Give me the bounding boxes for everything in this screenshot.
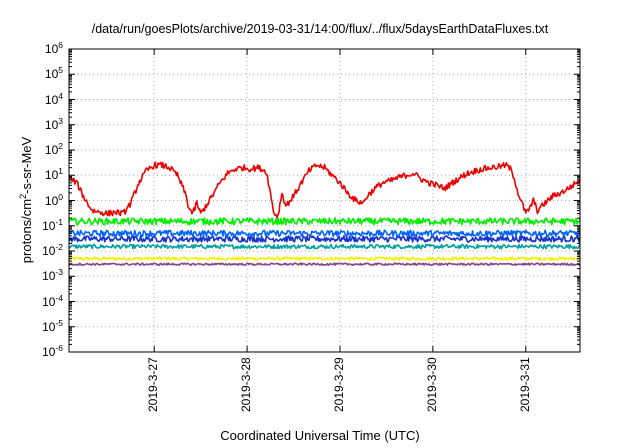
x-tick-label: 2019-3-30 [424,357,439,412]
series-line [68,243,581,250]
y-tick-label-exponent: -3 [55,267,63,278]
y-tick-label-base: 10 [42,319,56,334]
y-tick-label-base: 10 [42,218,56,233]
y-tick-label-base: 10 [44,168,59,183]
y-tick-label-exponent: -4 [55,292,63,303]
y-tick-label-exponent: 1 [58,166,63,177]
y-tick-label-base: 10 [44,193,59,208]
y-tick-label-base: 10 [44,92,59,107]
y-tick-label-exponent: -2 [55,242,63,252]
series-line [68,256,581,261]
y-tick-label-exponent: -5 [55,317,63,328]
y-tick-label-exponent: 6 [58,40,63,50]
y-tick-label: 10-2 [13,242,63,258]
tick-marks [69,48,580,353]
y-tick-label-exponent: 4 [58,90,63,101]
x-tick-label: 2019-3-31 [517,357,532,412]
y-tick-label: 10-3 [13,267,63,283]
y-tick-label-exponent: 3 [58,115,63,126]
y-tick-label: 104 [13,91,63,107]
y-tick-label-exponent: 0 [58,191,63,202]
y-tick-label: 102 [13,141,63,157]
y-tick-label-base: 10 [42,294,56,309]
y-tick-label: 106 [13,40,63,56]
y-tick-label: 105 [13,65,63,81]
y-tick-label-base: 10 [42,345,56,359]
series-line [69,262,581,266]
y-tick-label-base: 10 [44,42,59,56]
series-line [68,161,581,219]
series-lines [68,161,581,266]
y-tick-label: 100 [13,192,63,208]
y-tick-label-base: 10 [44,67,59,82]
series-line [68,229,581,238]
grid [69,49,580,352]
y-tick-label: 101 [13,166,63,182]
y-tick-label-base: 10 [42,244,56,258]
series-line [68,217,581,226]
y-tick-label-base: 10 [42,269,56,284]
x-tick-label: 2019-3-27 [146,357,161,412]
y-tick-label: 10-6 [13,343,63,359]
x-tick-label: 2019-3-29 [331,357,346,412]
y-tick-label-exponent: -1 [55,216,63,227]
y-tick-label-exponent: -6 [55,343,63,353]
y-tick-label: 10-4 [13,293,63,309]
y-tick-label-exponent: 5 [58,65,63,76]
y-tick-label: 10-1 [13,217,63,233]
y-tick-label: 10-5 [13,318,63,334]
y-tick-label-exponent: 2 [58,141,63,151]
y-tick-label-base: 10 [44,143,59,157]
series-line [68,235,581,243]
x-axis-label: Coordinated Universal Time (UTC) [220,428,420,443]
x-tick-label: 2019-3-28 [239,357,254,412]
y-tick-label-base: 10 [44,117,59,132]
chart-title: /data/run/goesPlots/archive/2019-03-31/1… [91,22,549,36]
y-tick-label: 103 [13,116,63,132]
